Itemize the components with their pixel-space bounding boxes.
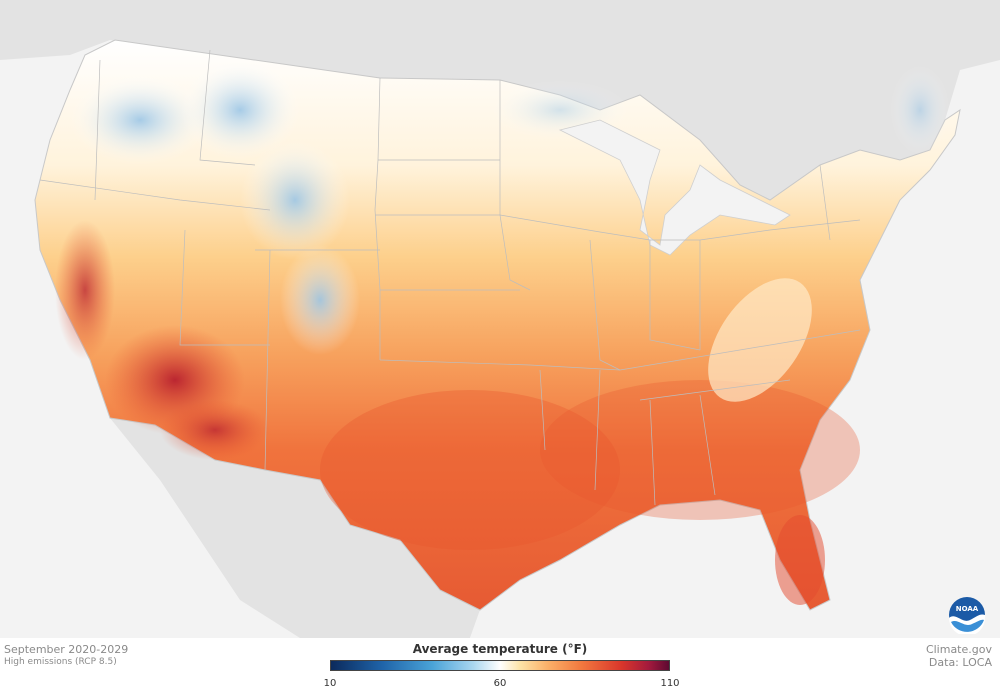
footer: September 2020-2029 High emissions (RCP … — [0, 638, 1000, 690]
period-label: September 2020-2029 — [4, 643, 129, 656]
data-source-label: Data: LOCA — [928, 656, 992, 669]
noaa-logo-icon: NOAA — [949, 597, 985, 634]
noaa-logo-text: NOAA — [956, 605, 979, 613]
mexico-land — [110, 418, 480, 638]
temperature-map — [0, 0, 1000, 638]
legend-tick-mid: 60 — [493, 678, 507, 689]
legend-tick-max: 110 — [660, 678, 680, 689]
gulf-water — [470, 520, 1000, 638]
map-area: NOAA — [0, 0, 1000, 638]
canada-land — [0, 0, 1000, 200]
credit-label: Climate.gov — [925, 643, 992, 656]
scenario-label: High emissions (RCP 8.5) — [4, 657, 117, 667]
legend-title: Average temperature (°F) — [412, 642, 588, 656]
legend-colorbar — [330, 660, 670, 671]
us-land — [34, 39, 961, 611]
legend-tick-min: 10 — [323, 678, 337, 689]
